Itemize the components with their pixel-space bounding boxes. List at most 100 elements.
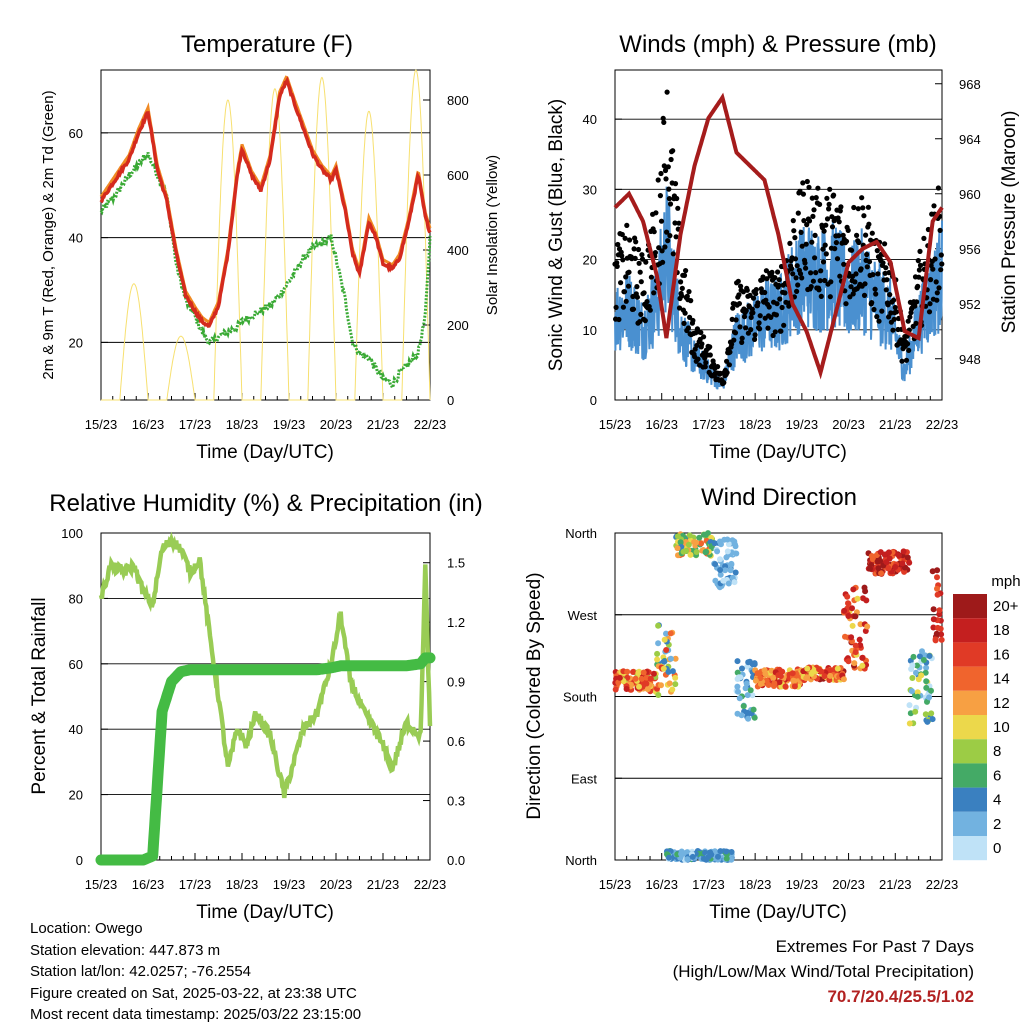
gust-point — [664, 89, 670, 95]
gust-point — [806, 218, 813, 224]
gust-point — [888, 310, 894, 316]
gust-point — [794, 288, 800, 294]
direction-point — [934, 585, 940, 592]
gust-point — [695, 356, 701, 362]
gust-point — [838, 204, 844, 210]
gust-point — [809, 239, 815, 245]
gust-point — [907, 314, 913, 320]
gust-point — [884, 277, 890, 283]
gust-point — [933, 279, 939, 285]
direction-point — [717, 567, 724, 573]
direction-point — [677, 539, 684, 546]
direction-point — [630, 669, 636, 675]
gust-point — [932, 256, 938, 262]
gust-point — [635, 246, 642, 253]
humidity-ytick-label: 100 — [61, 526, 83, 541]
direction-point — [640, 669, 647, 676]
gust-point — [756, 320, 762, 326]
station-info: Location: Owego Station elevation: 447.8… — [30, 918, 361, 1026]
gust-point — [651, 290, 657, 296]
direction-point — [926, 694, 933, 701]
humidity-axes: 15/23 16/23 17/23 18/23 19/23 20/23 21/23 22/23… — [61, 526, 465, 892]
direction-point — [904, 554, 911, 561]
legend-label: 6 — [993, 767, 1001, 784]
direction-point — [770, 674, 777, 681]
direction-point — [899, 560, 906, 567]
humidity-xtick-label: 16/23 — [132, 877, 165, 892]
gust-point — [651, 229, 657, 235]
direction-point — [672, 681, 679, 688]
humidity-ytick-label: 40 — [69, 722, 83, 737]
direction-point — [757, 681, 764, 687]
gust-point — [735, 278, 741, 284]
gust-point — [926, 309, 933, 315]
gust-point — [662, 244, 668, 250]
gust-point — [656, 245, 662, 251]
gust-point — [892, 304, 898, 311]
gust-point — [676, 305, 683, 311]
gust-point — [820, 246, 826, 252]
extremes-title: Extremes For Past 7 Days — [775, 937, 974, 956]
direction-point — [689, 853, 696, 860]
gust-point — [637, 269, 643, 275]
direction-point — [722, 567, 729, 574]
gust-point — [662, 167, 669, 174]
direction-point — [661, 658, 668, 665]
direction-point — [723, 554, 730, 561]
gust-point — [880, 260, 886, 266]
temperature-axes: 15/23 16/23 17/23 18/23 19/23 20/23 21/23 22/23… — [69, 69, 469, 432]
winds-xtick-label: 20/23 — [832, 417, 865, 432]
gust-point — [810, 278, 817, 284]
direction-point — [685, 541, 692, 548]
gust-point — [906, 347, 912, 353]
gust-point — [776, 277, 782, 283]
direction-point — [663, 630, 669, 637]
gust-point — [853, 271, 859, 277]
direction-point — [934, 624, 941, 631]
direction-point — [725, 541, 732, 548]
direction-point — [906, 559, 913, 566]
humidity-ytick-label: 60 — [69, 657, 83, 672]
info-created: Figure created on Sat, 2025-03-22, at 23… — [30, 984, 357, 1002]
direction-point — [895, 552, 902, 559]
gust-point — [927, 301, 933, 307]
gust-point — [743, 308, 749, 314]
gust-point — [668, 156, 674, 163]
gust-point — [781, 322, 787, 328]
direction-point — [761, 667, 768, 674]
direction-point — [702, 531, 709, 538]
gust-point — [875, 271, 881, 277]
gust-point — [882, 270, 888, 276]
humidity-ytick-right-label: 0.6 — [447, 734, 465, 749]
gust-point — [757, 326, 763, 332]
gust-point — [673, 234, 679, 240]
legend-swatch — [953, 763, 987, 788]
gust-point — [803, 265, 809, 271]
direction-point — [647, 675, 654, 682]
gust-point — [914, 299, 920, 305]
direction-point — [717, 848, 724, 855]
gust-point — [731, 337, 737, 343]
direction-point — [885, 549, 892, 556]
gust-point — [824, 195, 830, 201]
direction-ytick-label: West — [568, 608, 598, 623]
gust-point — [618, 280, 624, 286]
gust-point — [850, 291, 856, 297]
gust-point — [724, 358, 730, 364]
gust-point — [702, 364, 708, 370]
gust-point — [883, 265, 889, 271]
legend-swatch — [953, 666, 987, 691]
direction-point — [912, 708, 919, 715]
gust-point — [740, 289, 747, 295]
direction-point — [789, 670, 796, 677]
direction-xtick-label: 16/23 — [645, 877, 678, 892]
gust-point — [795, 282, 801, 288]
direction-point — [770, 683, 777, 689]
direction-point — [632, 675, 639, 682]
direction-point — [751, 714, 758, 721]
legend-swatch — [953, 594, 987, 619]
direction-point — [934, 574, 940, 581]
temperature-ytick-label: 20 — [69, 335, 83, 350]
direction-xtick-label: 15/23 — [599, 877, 632, 892]
direction-point — [654, 656, 661, 663]
